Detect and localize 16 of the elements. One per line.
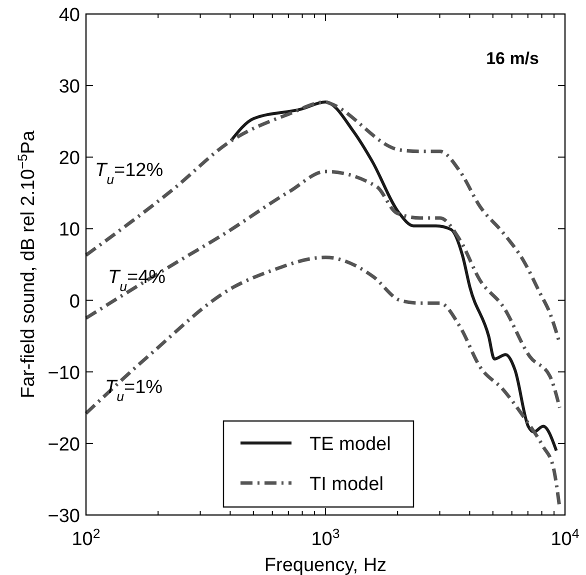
legend-label: TI model bbox=[310, 474, 384, 495]
y-tick-label: 30 bbox=[58, 76, 80, 98]
annotation: 16 m/s bbox=[486, 49, 539, 68]
y-tick-label: −30 bbox=[48, 506, 80, 527]
x-axis-title: Frequency, Hz bbox=[264, 555, 387, 575]
annotation: T$_{u}$=12% bbox=[95, 160, 164, 186]
x-tick-label: 10$^{4}$ bbox=[550, 526, 580, 550]
y-tick-label: 20 bbox=[58, 148, 80, 170]
legend-label: TE model bbox=[310, 434, 391, 455]
x-tick-label: 10$^{3}$ bbox=[311, 526, 340, 550]
y-tick-label: −10 bbox=[48, 362, 80, 384]
y-tick-label: 40 bbox=[58, 5, 80, 26]
y-tick-label: 0 bbox=[69, 291, 80, 312]
y-tick-label: 10 bbox=[58, 220, 80, 241]
y-tick-label: −20 bbox=[48, 434, 80, 456]
x-tick-label: 10$^{2}$ bbox=[72, 526, 100, 550]
